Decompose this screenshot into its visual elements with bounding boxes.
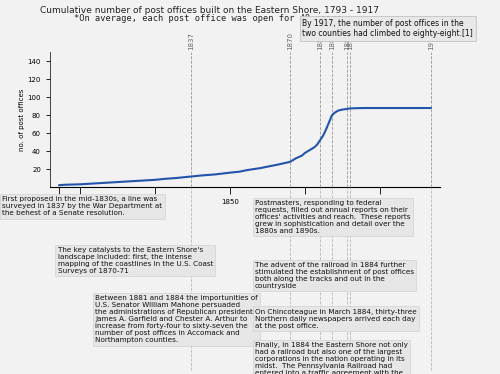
Text: 1890: 1890 <box>347 32 353 50</box>
Text: *On average, each post office was open for 49 years.: *On average, each post office was open f… <box>74 14 346 23</box>
Text: By 1917, the number of post offices in the
two counties had climbed to eighty-ei: By 1917, the number of post offices in t… <box>302 19 473 38</box>
Y-axis label: no. of post offices: no. of post offices <box>18 89 24 151</box>
Text: Postmasters, responding to federal
requests, filled out annual reports on their
: Postmasters, responding to federal reque… <box>255 200 410 234</box>
Text: The advent of the railroad in 1884 further
stimulated the establishment of post : The advent of the railroad in 1884 furth… <box>255 262 414 289</box>
Text: Finally, in 1884 the Eastern Shore not only
had a railroad but also one of the l: Finally, in 1884 the Eastern Shore not o… <box>255 342 408 374</box>
Text: 1870: 1870 <box>287 32 293 50</box>
Text: 1880: 1880 <box>317 32 323 50</box>
Text: 1889: 1889 <box>344 32 350 50</box>
Text: Cumulative number of post offices built on the Eastern Shore, 1793 - 1917: Cumulative number of post offices built … <box>40 6 380 15</box>
Text: First proposed in the mid-1830s, a line was
surveyed in 1837 by the War Departme: First proposed in the mid-1830s, a line … <box>2 196 162 216</box>
Text: On Chincoteague in March 1884, thirty-three
Northern daily newspapers arrived ea: On Chincoteague in March 1884, thirty-th… <box>255 309 417 328</box>
Text: Between 1881 and 1884 the importunities of
U.S. Senator William Mahone persuaded: Between 1881 and 1884 the importunities … <box>95 295 258 343</box>
Text: 1917: 1917 <box>428 32 434 50</box>
Text: The key catalysts to the Eastern Shore's
landscape included: first, the intense
: The key catalysts to the Eastern Shore's… <box>58 247 213 274</box>
Text: 1837: 1837 <box>188 32 194 50</box>
Text: 1884: 1884 <box>329 32 335 50</box>
